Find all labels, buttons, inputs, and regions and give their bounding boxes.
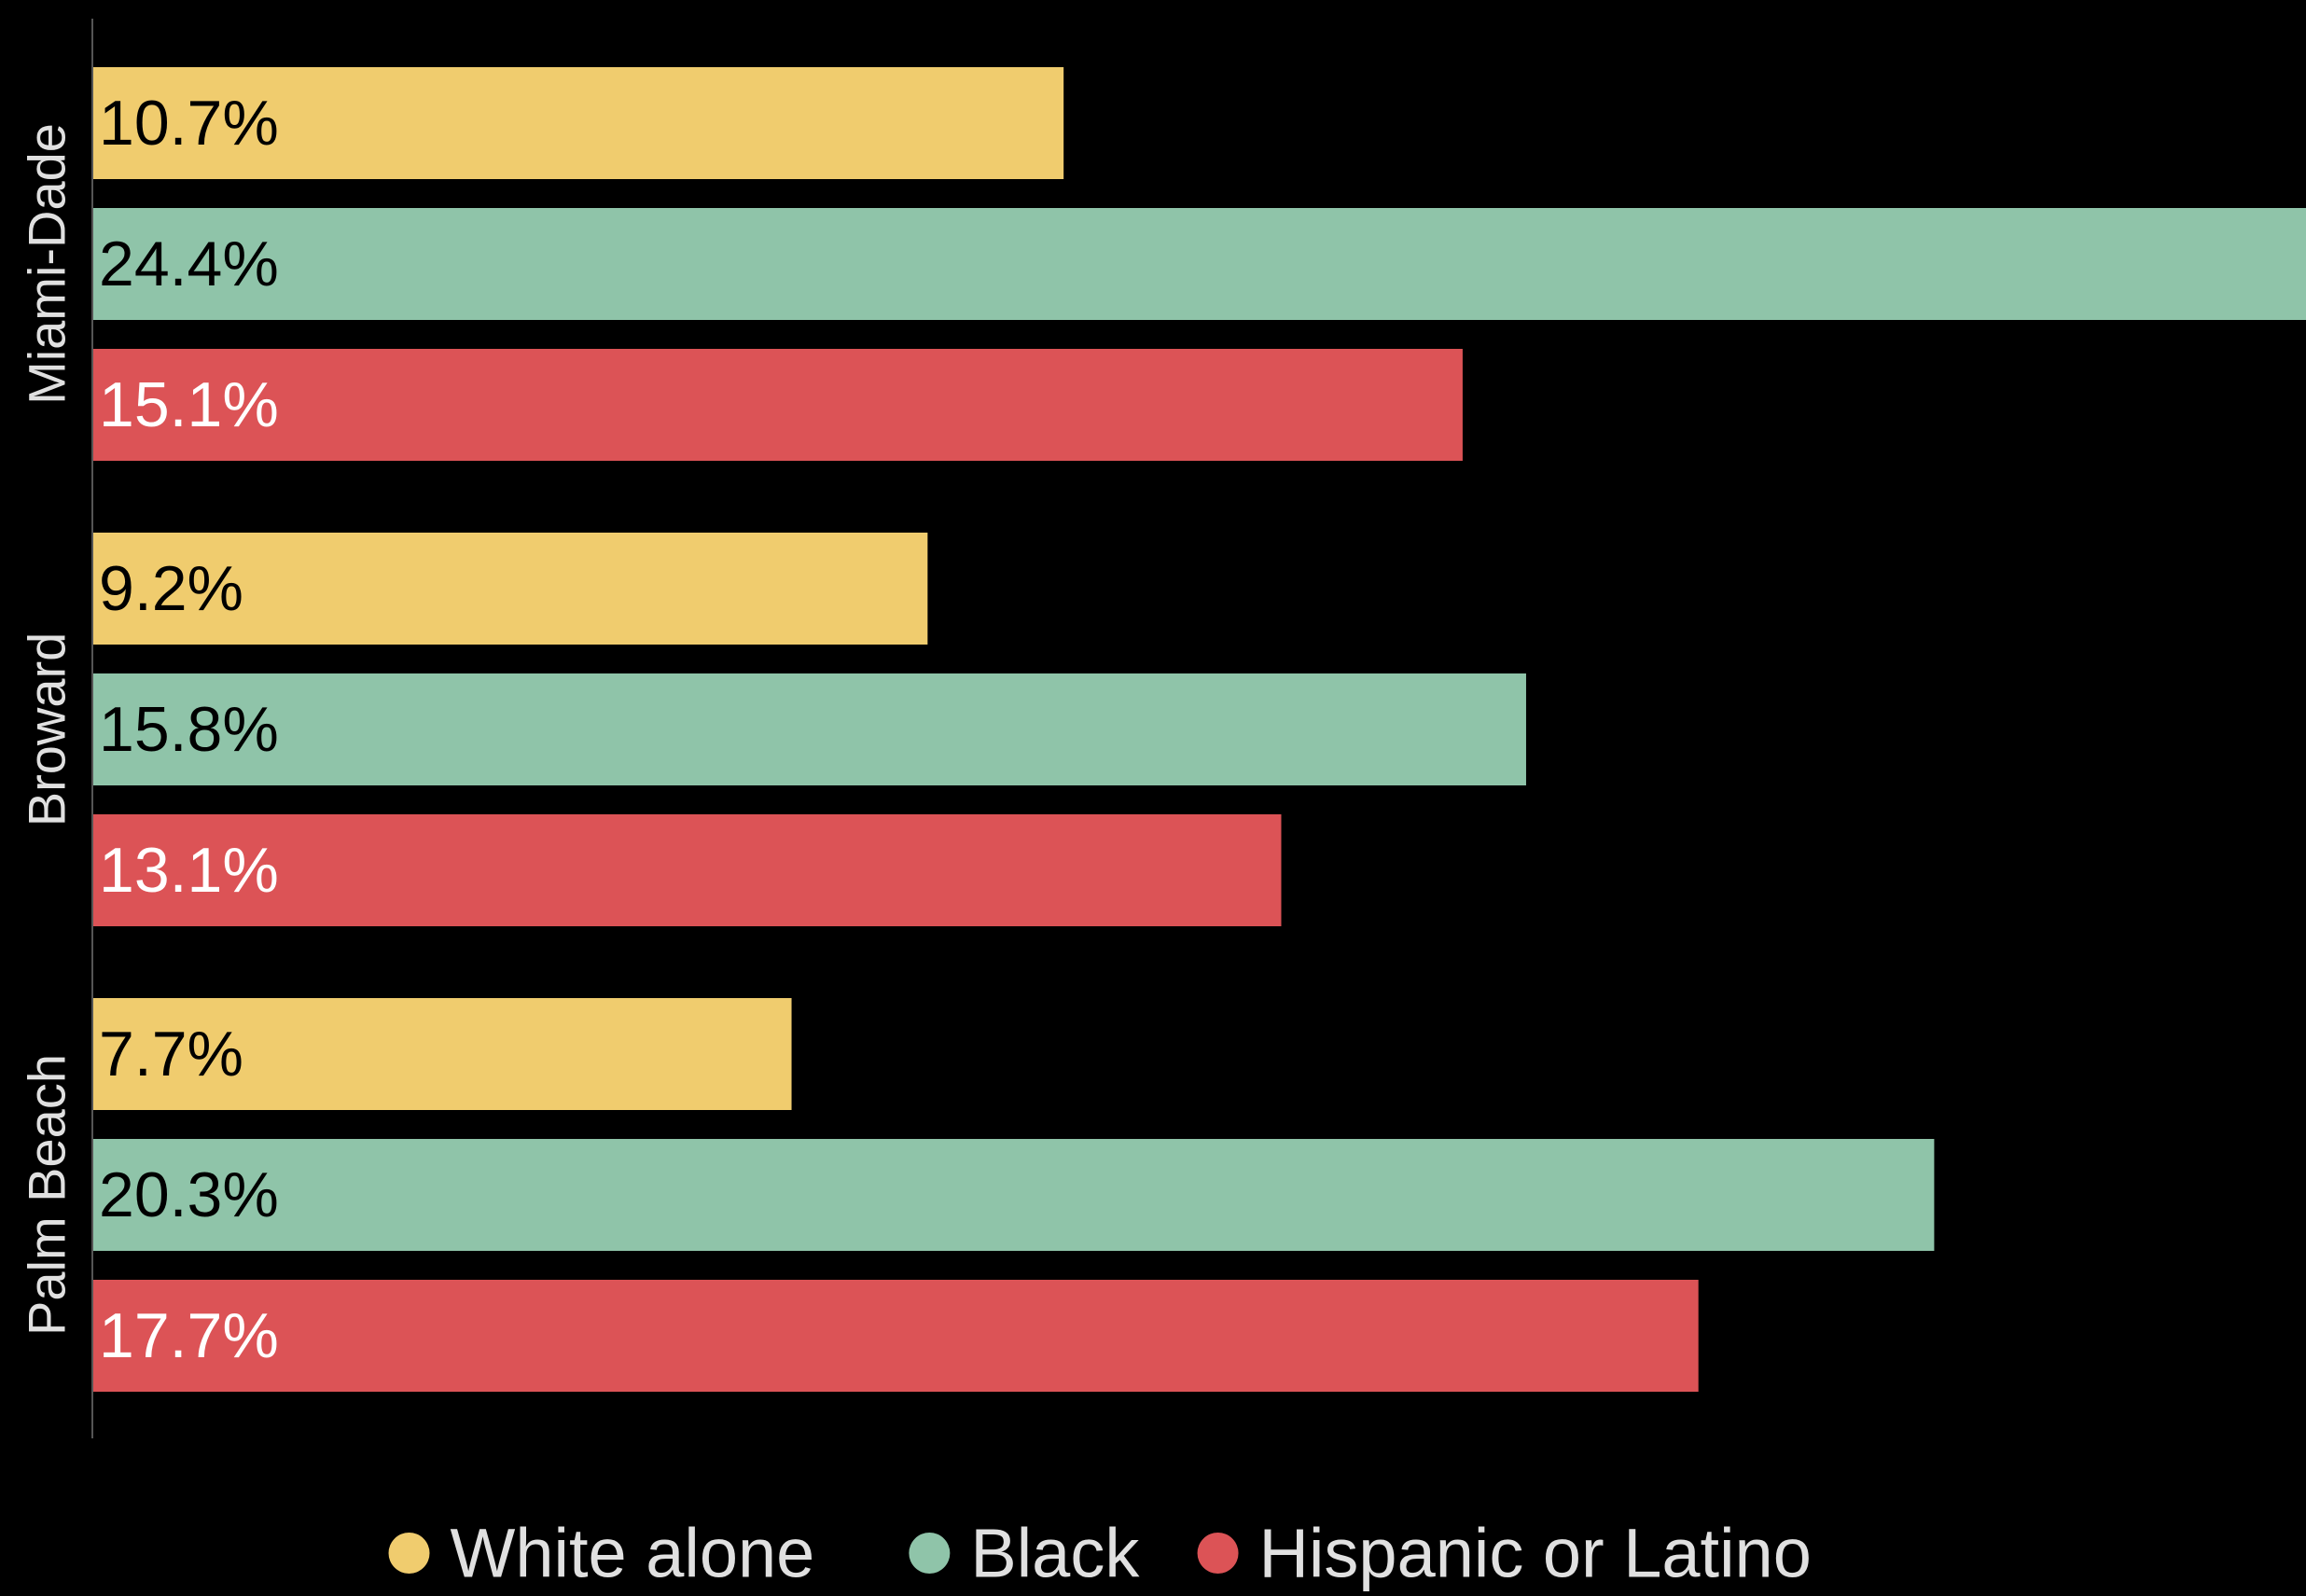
value-label-miami-dade-hispanic-or-latino: 15.1% (99, 369, 279, 440)
bar-miami-dade-hispanic-or-latino (93, 349, 1463, 461)
bar-broward-white-alone (93, 533, 928, 645)
value-label-palm-beach-black: 20.3% (99, 1159, 279, 1230)
legend: White alone Black Hispanic or Latino (388, 1515, 1812, 1592)
value-label-miami-dade-white-alone: 10.7% (99, 88, 279, 159)
value-label-miami-dade-black: 24.4% (99, 229, 279, 299)
value-label-broward-black: 15.8% (99, 694, 279, 765)
bars-layer (93, 67, 2306, 1392)
legend-marker-white-alone (388, 1533, 430, 1574)
bar-palm-beach-hispanic-or-latino (93, 1280, 1699, 1392)
legend-marker-black (909, 1533, 951, 1574)
category-label-palm-beach: Palm Beach (18, 1054, 76, 1336)
value-label-palm-beach-white-alone: 7.7% (99, 1019, 243, 1089)
category-label-miami-dade: Miami-Dade (18, 123, 76, 405)
bar-palm-beach-white-alone (93, 998, 792, 1110)
bar-broward-black (93, 673, 1526, 785)
value-label-palm-beach-hispanic-or-latino: 17.7% (99, 1300, 279, 1371)
value-labels-layer: 10.7% 24.4% 15.1% 9.2% 15.8% 13.1% 7.7% 20.3% 17… (99, 88, 279, 1371)
bar-miami-dade-white-alone (93, 67, 1064, 179)
legend-label-black: Black (970, 1515, 1140, 1592)
category-label-broward: Broward (18, 632, 76, 827)
category-labels-layer: Miami-Dade Broward Palm Beach (18, 123, 76, 1336)
value-label-broward-hispanic-or-latino: 13.1% (99, 835, 279, 906)
bar-miami-dade-black (93, 208, 2306, 320)
bar-broward-hispanic-or-latino (93, 814, 1282, 926)
legend-marker-hispanic-or-latino (1197, 1533, 1239, 1574)
value-label-broward-white-alone: 9.2% (99, 553, 243, 624)
bar-palm-beach-black (93, 1139, 1935, 1251)
legend-label-white-alone: White alone (451, 1515, 815, 1592)
legend-label-hispanic-or-latino: Hispanic or Latino (1259, 1515, 1812, 1592)
